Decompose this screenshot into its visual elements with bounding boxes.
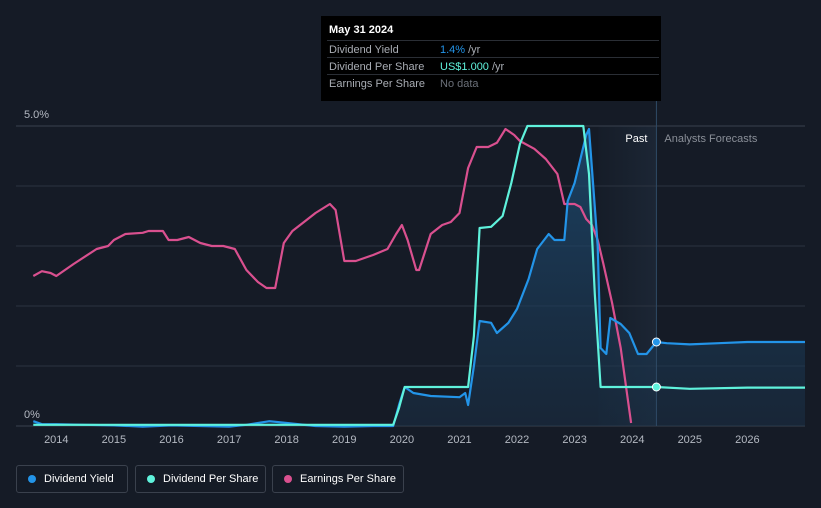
- tooltip-value: 1.4%: [440, 44, 466, 56]
- legend-dividend-yield[interactable]: Dividend Yield: [16, 465, 128, 493]
- legend-earnings-per-share[interactable]: Earnings Per Share: [272, 465, 404, 493]
- x-tick-label: 2025: [678, 434, 702, 446]
- x-tick-label: 2023: [562, 434, 586, 446]
- tooltip-row-dividend-yield: Dividend Yield 1.4%/yr: [327, 40, 659, 58]
- tooltip-unit: /yr: [491, 61, 505, 73]
- tooltip-unit: /yr: [468, 44, 481, 56]
- legend-label: Earnings Per Share: [300, 473, 396, 485]
- x-tick-label: 2020: [390, 434, 414, 446]
- x-tick-label: 2016: [159, 434, 183, 446]
- x-tick-label: 2021: [447, 434, 471, 446]
- x-tick-label: 2014: [44, 434, 68, 446]
- tooltip-value: No data: [440, 78, 479, 90]
- x-tick-label: 2026: [735, 434, 759, 446]
- tooltip-row-dividend-per-share: Dividend Per Share US$1.000/yr: [327, 57, 659, 75]
- tooltip-label: Dividend Yield: [329, 44, 399, 56]
- tooltip-row-earnings-per-share: Earnings Per Share No data: [327, 74, 659, 92]
- dividend-per-share-line: [33, 124, 805, 426]
- dividend-yield-area: [33, 129, 806, 427]
- tooltip-value: US$1.000: [440, 61, 489, 73]
- x-tick-label: 2018: [274, 434, 298, 446]
- x-tick-label: 2019: [332, 434, 356, 446]
- tooltip-label: Earnings Per Share: [329, 78, 425, 90]
- legend-dot-icon: [284, 475, 292, 483]
- x-tick-label: 2017: [217, 434, 241, 446]
- x-tick-label: 2024: [620, 434, 644, 446]
- forecast-label: Analysts Forecasts: [664, 133, 757, 145]
- tooltip: May 31 2024 Dividend Yield 1.4%/yr Divid…: [321, 16, 661, 101]
- past-label: Past: [625, 133, 647, 145]
- x-tick-label: 2022: [505, 434, 529, 446]
- dividend-yield-marker: [651, 337, 661, 347]
- dividend-per-share-marker: [651, 382, 661, 392]
- legend-label: Dividend Yield: [44, 473, 114, 485]
- y-tick-label: 0%: [24, 409, 40, 421]
- legend-dot-icon: [28, 475, 36, 483]
- legend-dividend-per-share[interactable]: Dividend Per Share: [135, 465, 266, 493]
- tooltip-label: Dividend Per Share: [329, 61, 425, 73]
- legend-dot-icon: [147, 475, 155, 483]
- legend-label: Dividend Per Share: [163, 473, 259, 485]
- x-tick-label: 2015: [102, 434, 126, 446]
- y-tick-label: 5.0%: [24, 109, 49, 121]
- tooltip-date: May 31 2024: [329, 24, 394, 36]
